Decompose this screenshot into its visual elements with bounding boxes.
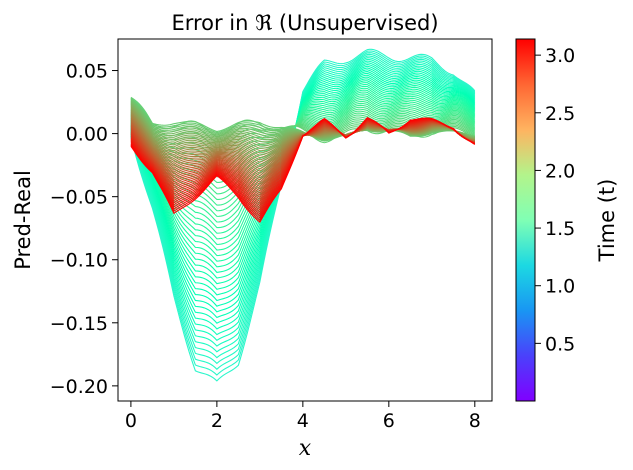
error-curve (130, 89, 476, 251)
error-curve (130, 83, 476, 268)
error-curve (130, 85, 476, 262)
colorbar-tick-label: 2.5 (545, 103, 575, 125)
colorbar-axis: 0.5 1.0 1.5 2.0 2.5 3.0 (535, 45, 575, 355)
colorbar-tick-label: 0.5 (545, 333, 575, 355)
y-tick-label: −0.15 (50, 313, 108, 335)
x-tick-label: 0 (125, 410, 137, 432)
colorbar (515, 38, 536, 402)
y-tick-label: −0.05 (50, 187, 108, 209)
y-tick-label: 0.05 (66, 61, 108, 83)
y-tick-label: 0.00 (66, 124, 108, 146)
x-axis: 0 2 4 6 8 (125, 401, 481, 432)
error-curve (130, 108, 476, 195)
error-curve (130, 95, 476, 234)
colorbar-tick-label: 1.0 (545, 276, 575, 298)
y-axis-label: Pred-Real (11, 170, 35, 270)
error-curve (130, 80, 476, 279)
x-tick-label: 8 (469, 410, 481, 432)
y-axis: 0.05 0.00 −0.05 −0.10 −0.15 −0.20 (50, 61, 118, 398)
x-axis-label: x (299, 436, 312, 461)
error-curve (130, 91, 476, 245)
colorbar-tick-label: 2.0 (545, 160, 575, 182)
plot-frame (117, 38, 493, 402)
colorbar-label: Time (t) (595, 179, 619, 263)
x-tick-label: 4 (297, 410, 309, 432)
colorbar-tick-label: 3.0 (545, 45, 575, 67)
error-curve (130, 87, 476, 257)
error-curve (130, 107, 476, 189)
error-curve (130, 100, 476, 217)
error-curves (130, 48, 476, 382)
chart-title: Error in ℜ (Unsupervised) (171, 11, 438, 35)
error-curve (130, 117, 476, 224)
colorbar-tick-label: 1.5 (545, 218, 575, 240)
error-curve (130, 82, 476, 274)
x-tick-label: 2 (211, 410, 223, 432)
x-tick-label: 6 (383, 410, 395, 432)
error-curve (130, 99, 476, 223)
y-tick-label: −0.10 (50, 250, 108, 272)
error-curve (130, 97, 476, 229)
y-tick-label: −0.20 (50, 376, 108, 398)
error-curve (130, 93, 476, 240)
